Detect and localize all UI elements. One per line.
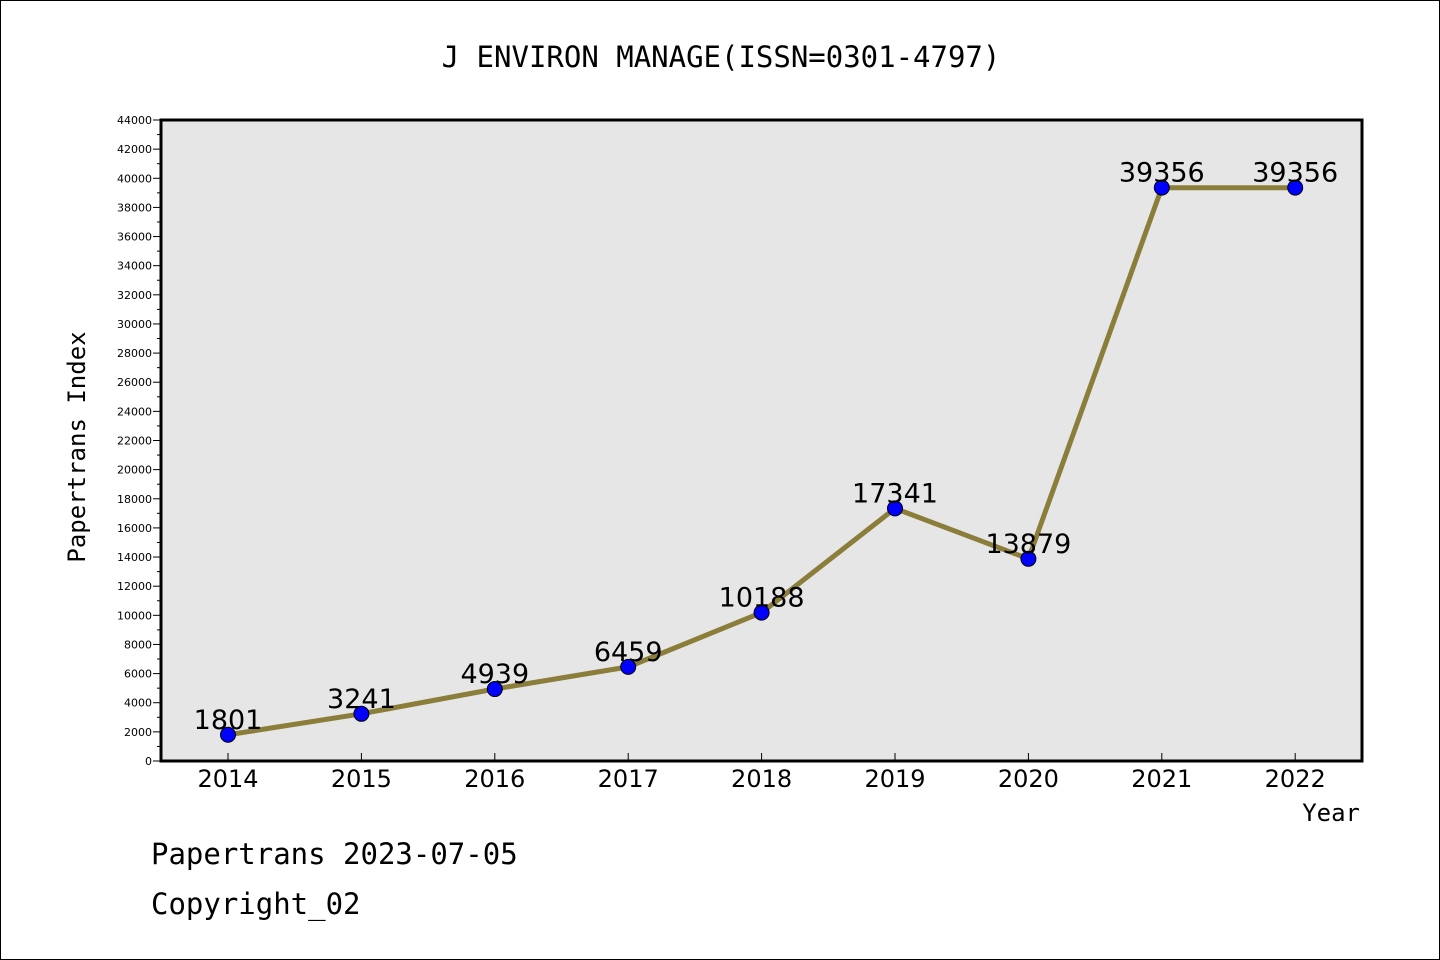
data-point	[1020, 550, 1037, 567]
y-tick-label: 16000	[117, 522, 152, 535]
data-label: 6459	[594, 637, 663, 668]
data-point	[1153, 179, 1170, 196]
y-tick-label: 44000	[117, 114, 152, 127]
x-tick-label: 2017	[598, 765, 659, 793]
footer-copyright: Copyright_02	[151, 887, 361, 921]
plot-area	[159, 118, 1364, 763]
y-tick-label: 14000	[117, 551, 152, 564]
y-tick-label: 26000	[117, 376, 152, 389]
data-points	[220, 179, 1304, 743]
y-tick-label: 8000	[124, 638, 152, 651]
y-tick-label: 0	[145, 755, 152, 768]
data-labels: 1801 3241 4939 6459 10188 17341 13879 39356 3935…	[194, 158, 1339, 736]
x-axis-label: Year	[1302, 799, 1360, 827]
data-point	[753, 604, 770, 621]
y-tick-label: 24000	[117, 405, 152, 418]
y-tick-label: 18000	[117, 493, 152, 506]
x-tick-label: 2022	[1265, 765, 1326, 793]
y-tick-label: 40000	[117, 172, 152, 185]
x-tick-label: 2020	[998, 765, 1059, 793]
y-axis-label: Papertrans Index	[63, 331, 91, 562]
y-tick-label: 28000	[117, 347, 152, 360]
y-tick-label: 42000	[117, 143, 152, 156]
data-label: 1801	[194, 705, 263, 736]
y-tick-label: 4000	[124, 697, 152, 710]
y-tick-label: 32000	[117, 289, 152, 302]
x-tick-label: 2018	[731, 765, 792, 793]
data-point	[1287, 179, 1304, 196]
x-tick-label: 2021	[1131, 765, 1192, 793]
y-tick-label: 10000	[117, 609, 152, 622]
data-label: 13879	[985, 529, 1071, 560]
data-point	[486, 681, 503, 698]
y-tick-label: 38000	[117, 201, 152, 214]
x-tick-label: 2014	[197, 765, 258, 793]
y-tick-label: 30000	[117, 318, 152, 331]
data-label: 39356	[1119, 158, 1205, 189]
data-label: 3241	[327, 684, 396, 715]
data-label: 39356	[1252, 158, 1338, 189]
y-tick-label: 22000	[117, 435, 152, 448]
y-axis-ticks: 0 2000 4000 6000 8000 10000 12000 14000 16000 180…	[117, 114, 161, 768]
y-tick-label: 2000	[124, 726, 152, 739]
footer-date: Papertrans 2023-07-05	[151, 837, 518, 871]
data-point	[353, 705, 370, 722]
x-tick-label: 2016	[464, 765, 525, 793]
y-tick-label: 6000	[124, 668, 152, 681]
x-tick-label: 2015	[331, 765, 392, 793]
chart-title: J ENVIRON MANAGE(ISSN=0301-4797)	[442, 40, 1001, 74]
y-tick-label: 34000	[117, 260, 152, 273]
data-point	[887, 500, 903, 517]
data-label: 10188	[719, 583, 805, 614]
data-point	[220, 726, 236, 743]
data-label: 4939	[460, 659, 529, 690]
y-tick-label: 20000	[117, 464, 152, 477]
x-axis-ticks: 2014 2015 2016 2017 2018 2019 2020 2021 2022	[197, 753, 1326, 793]
data-label: 17341	[852, 478, 938, 509]
data-point	[620, 658, 637, 675]
y-tick-label: 12000	[117, 580, 152, 593]
y-tick-label: 36000	[117, 231, 152, 244]
x-tick-label: 2019	[864, 765, 925, 793]
